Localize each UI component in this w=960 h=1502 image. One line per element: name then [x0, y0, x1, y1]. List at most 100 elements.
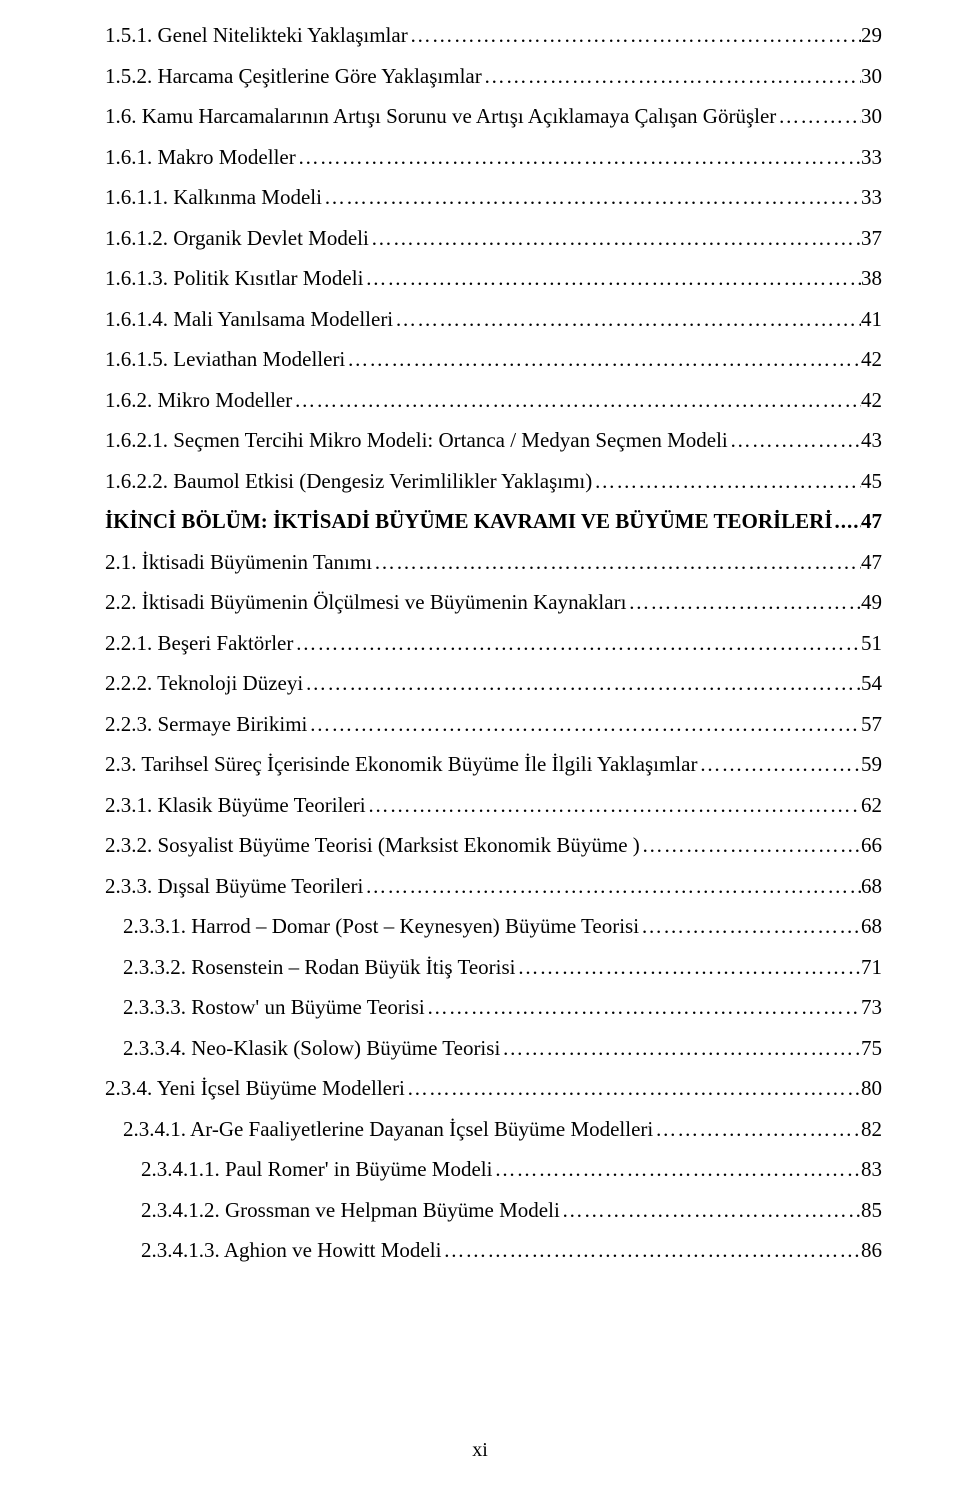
toc-entry-page: 51 [861, 633, 882, 654]
toc-entry: 2.3.3. Dışsal Büyüme Teorileri…………………………… [105, 876, 882, 897]
toc-entry-page: 68 [861, 876, 882, 897]
toc-entry-page: 38 [861, 268, 882, 289]
toc-entry-label: 1.6.2. Mikro Modeller [105, 390, 292, 411]
toc-entry-page: 41 [861, 309, 882, 330]
toc-entry-page: 29 [861, 25, 882, 46]
toc-entry: 2.3.1. Klasik Büyüme Teorileri…………………………… [105, 795, 882, 816]
toc-leader: …………………………………………………………………………………………………………… [363, 268, 861, 289]
toc-entry-label: 1.6.2.2. Baumol Etkisi (Dengesiz Verimli… [105, 471, 592, 492]
toc-entry: 2.2.2. Teknoloji Düzeyi……………………………………………… [105, 673, 882, 694]
toc-entry-label: 2.3.4.1.2. Grossman ve Helpman Büyüme Mo… [141, 1200, 560, 1221]
toc-entry: 2.3.4. Yeni İçsel Büyüme Modelleri………………… [105, 1078, 882, 1099]
toc-entry: 1.5.2. Harcama Çeşitlerine Göre Yaklaşım… [105, 66, 882, 87]
toc-leader: …………………………………………………………………………………………………………… [307, 714, 861, 735]
toc-entry-page: 30 [861, 66, 882, 87]
toc-leader: …………………………………………………………………………………………………………… [697, 754, 861, 775]
toc-leader: …………………………………………………………………………………………………………… [441, 1240, 861, 1261]
toc-entry: 1.6. Kamu Harcamalarının Artışı Sorunu v… [105, 106, 882, 127]
toc-entry: 1.6.1.2. Organik Devlet Modeli…………………………… [105, 228, 882, 249]
toc-leader: …………………………………………………………………………………………………………… [515, 957, 861, 978]
toc-entry: 2.3.4.1. Ar-Ge Faaliyetlerine Dayanan İç… [105, 1119, 882, 1140]
toc-leader: …………………………………………………………………………………………………………… [408, 25, 861, 46]
toc-entry: 2.3.3.1. Harrod – Domar (Post – Keynesye… [105, 916, 882, 937]
toc-entry-page: 83 [861, 1159, 882, 1180]
toc-leader: …………………………………………………………………………………………………………… [293, 633, 861, 654]
toc-leader: ........................................… [833, 511, 861, 532]
toc-entry-page: 57 [861, 714, 882, 735]
toc-entry-label: 2.3.3.4. Neo-Klasik (Solow) Büyüme Teori… [123, 1038, 500, 1059]
toc-entry: 2.3.3.4. Neo-Klasik (Solow) Büyüme Teori… [105, 1038, 882, 1059]
toc-entry-page: 80 [861, 1078, 882, 1099]
toc-entry-label: 2.3.1. Klasik Büyüme Teorileri [105, 795, 366, 816]
toc-entry-page: 75 [861, 1038, 882, 1059]
toc-entry-page: 49 [861, 592, 882, 613]
toc-leader: …………………………………………………………………………………………………………… [639, 916, 861, 937]
toc-leader: …………………………………………………………………………………………………………… [560, 1200, 861, 1221]
toc-entry: 1.6.1. Makro Modeller…………………………………………………… [105, 147, 882, 168]
toc-leader: …………………………………………………………………………………………………………… [369, 228, 861, 249]
toc-entry-label: 1.6.1.1. Kalkınma Modeli [105, 187, 322, 208]
toc-entry-page: 42 [861, 390, 882, 411]
toc-entry: 2.3. Tarihsel Süreç İçerisinde Ekonomik … [105, 754, 882, 775]
toc-entry: 1.6.1.3. Politik Kısıtlar Modeli……………………… [105, 268, 882, 289]
toc-entry-label: 2.2.3. Sermaye Birikimi [105, 714, 307, 735]
toc-entry-label: 1.6.1. Makro Modeller [105, 147, 296, 168]
toc-entry-label: 1.5.1. Genel Nitelikteki Yaklaşımlar [105, 25, 408, 46]
toc-entry: İKİNCİ BÖLÜM: İKTİSADİ BÜYÜME KAVRAMI VE… [105, 511, 882, 532]
toc-leader: …………………………………………………………………………………………………………… [482, 66, 861, 87]
toc-entry-label: 2.2. İktisadi Büyümenin Ölçülmesi ve Büy… [105, 592, 626, 613]
toc-entry-page: 37 [861, 228, 882, 249]
toc-entry-page: 43 [861, 430, 882, 451]
toc-entry-page: 42 [861, 349, 882, 370]
toc-leader: …………………………………………………………………………………………………………… [292, 390, 861, 411]
toc-entry-label: 1.5.2. Harcama Çeşitlerine Göre Yaklaşım… [105, 66, 482, 87]
toc-entry-label: 1.6.1.5. Leviathan Modelleri [105, 349, 345, 370]
toc-entry-page: 62 [861, 795, 882, 816]
toc-entry-page: 73 [861, 997, 882, 1018]
toc-entry-page: 45 [861, 471, 882, 492]
toc-entry-label: 1.6.1.4. Mali Yanılsama Modelleri [105, 309, 393, 330]
toc-entry: 1.6.1.5. Leviathan Modelleri………………………………… [105, 349, 882, 370]
toc-entry-page: 30 [861, 106, 882, 127]
toc-entry-page: 47 [861, 511, 882, 532]
toc-entry-label: 2.3.3.2. Rosenstein – Rodan Büyük İtiş T… [123, 957, 515, 978]
toc-entry: 1.6.2.1. Seçmen Tercihi Mikro Modeli: Or… [105, 430, 882, 451]
toc-entry-label: 2.3.3.3. Rostow' un Büyüme Teorisi [123, 997, 425, 1018]
toc-entry: 2.3.3.3. Rostow' un Büyüme Teorisi………………… [105, 997, 882, 1018]
toc-entry-label: 1.6.1.2. Organik Devlet Modeli [105, 228, 369, 249]
toc-entry-page: 85 [861, 1200, 882, 1221]
toc-entry-page: 71 [861, 957, 882, 978]
toc-entry: 1.6.1.1. Kalkınma Modeli…………………………………………… [105, 187, 882, 208]
toc-leader: …………………………………………………………………………………………………………… [372, 552, 861, 573]
toc-entry: 2.3.4.1.2. Grossman ve Helpman Büyüme Mo… [105, 1200, 882, 1221]
toc-entry: 1.5.1. Genel Nitelikteki Yaklaşımlar…………… [105, 25, 882, 46]
toc-entry-page: 33 [861, 147, 882, 168]
toc-entry-label: 2.3.4.1.1. Paul Romer' in Büyüme Modeli [141, 1159, 492, 1180]
toc-entry-label: 2.3.4.1.3. Aghion ve Howitt Modeli [141, 1240, 441, 1261]
toc-entry-label: 2.3. Tarihsel Süreç İçerisinde Ekonomik … [105, 754, 697, 775]
toc-entry-page: 47 [861, 552, 882, 573]
toc-entry-page: 54 [861, 673, 882, 694]
toc-entry-page: 82 [861, 1119, 882, 1140]
toc-entry: 2.3.4.1.1. Paul Romer' in Büyüme Modeli…… [105, 1159, 882, 1180]
toc-leader: …………………………………………………………………………………………………………… [366, 795, 861, 816]
toc-leader: …………………………………………………………………………………………………………… [626, 592, 861, 613]
toc-leader: …………………………………………………………………………………………………………… [640, 835, 861, 856]
toc-entry-page: 86 [861, 1240, 882, 1261]
toc-entry: 2.2.3. Sermaye Birikimi……………………………………………… [105, 714, 882, 735]
toc-leader: …………………………………………………………………………………………………………… [728, 430, 861, 451]
toc-leader: …………………………………………………………………………………………………………… [776, 106, 861, 127]
toc-entry: 2.2. İktisadi Büyümenin Ölçülmesi ve Büy… [105, 592, 882, 613]
toc-entry: 1.6.2.2. Baumol Etkisi (Dengesiz Verimli… [105, 471, 882, 492]
toc-entry-page: 66 [861, 835, 882, 856]
toc-leader: …………………………………………………………………………………………………………… [592, 471, 861, 492]
toc-entry-page: 68 [861, 916, 882, 937]
toc-entry: 1.6.2. Mikro Modeller…………………………………………………… [105, 390, 882, 411]
toc-entry: 2.3.4.1.3. Aghion ve Howitt Modeli………………… [105, 1240, 882, 1261]
toc-entry-page: 33 [861, 187, 882, 208]
toc-entry-label: 2.1. İktisadi Büyümenin Tanımı [105, 552, 372, 573]
document-page: 1.5.1. Genel Nitelikteki Yaklaşımlar…………… [0, 0, 960, 1502]
toc-entry-label: 1.6. Kamu Harcamalarının Artışı Sorunu v… [105, 106, 776, 127]
toc-entry-label: İKİNCİ BÖLÜM: İKTİSADİ BÜYÜME KAVRAMI VE… [105, 511, 833, 532]
toc-leader: …………………………………………………………………………………………………………… [653, 1119, 861, 1140]
